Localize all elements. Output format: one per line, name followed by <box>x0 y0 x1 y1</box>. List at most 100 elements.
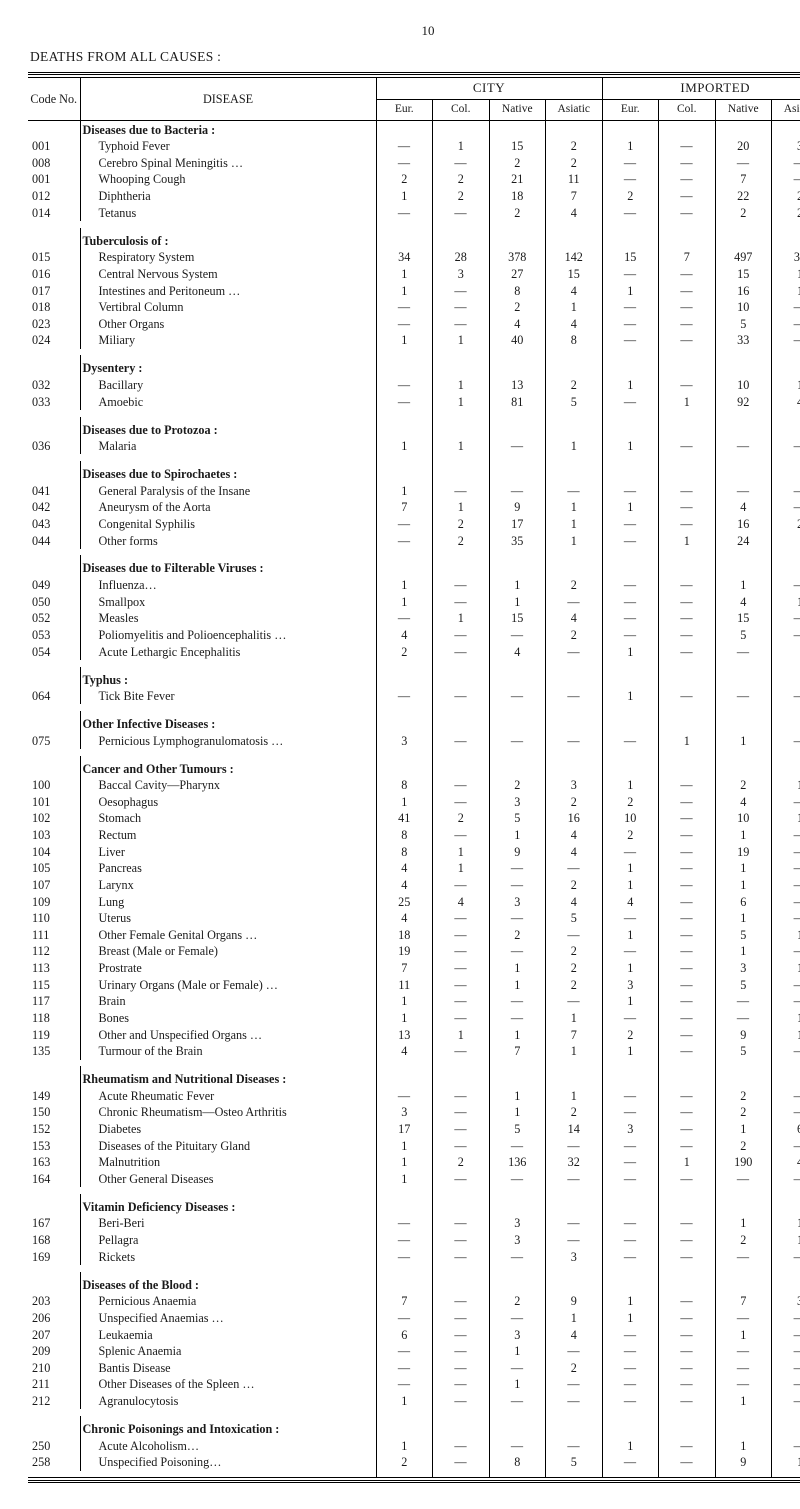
cell-imp-asiatic: — <box>772 482 800 499</box>
cell-imp-asiatic: 32 <box>772 249 800 266</box>
cell-imp-asiatic: — <box>772 910 800 927</box>
cell-city-col: 4 <box>433 893 490 910</box>
cell-imp-native: 2 <box>715 777 772 794</box>
section-cell <box>376 417 433 438</box>
cell-disease: Rickets <box>80 1248 376 1265</box>
cell-code: 054 <box>28 643 80 660</box>
cell-city-eur: 1 <box>376 1010 433 1027</box>
cell-disease: Oesophagus <box>80 794 376 811</box>
cell-city-asiatic: 4 <box>546 827 603 844</box>
cell-city-eur: 1 <box>376 1137 433 1154</box>
cell-city-native: 136 <box>489 1154 546 1171</box>
section-cell <box>376 355 433 376</box>
section-cell <box>433 1272 490 1293</box>
cell-code: 164 <box>28 1171 80 1188</box>
section-code <box>28 1272 80 1293</box>
cell-city-eur: — <box>376 138 433 155</box>
section-cell <box>433 417 490 438</box>
section-cell <box>772 228 800 249</box>
cell-city-native: 2 <box>489 204 546 221</box>
cell-imp-col: — <box>659 1454 716 1471</box>
table-row: 052 Measles—1154——15— <box>28 610 800 627</box>
cell-code: 050 <box>28 593 80 610</box>
cell-imp-asiatic: 1 <box>772 960 800 977</box>
cell-imp-eur: — <box>602 1010 659 1027</box>
cell-city-asiatic: 1 <box>546 1087 603 1104</box>
cell-imp-asiatic: — <box>772 499 800 516</box>
section-title: Typhus : <box>80 667 376 688</box>
spacer-row <box>28 454 800 461</box>
section-cell <box>715 120 772 138</box>
cell-city-col: 2 <box>433 810 490 827</box>
cell-disease: Bacillary <box>80 377 376 394</box>
spacer-row <box>28 410 800 417</box>
cell-city-col: — <box>433 1437 490 1454</box>
section-cell <box>602 1272 659 1293</box>
cell-imp-eur: 2 <box>602 827 659 844</box>
cell-city-col: — <box>433 777 490 794</box>
cell-imp-eur: 1 <box>602 960 659 977</box>
cell-imp-asiatic: 1 <box>772 1454 800 1471</box>
cell-code: 042 <box>28 499 80 516</box>
cell-disease: Pernicious Lymphogranulomatosis … <box>80 732 376 749</box>
cell-city-col: 2 <box>433 1154 490 1171</box>
table-row: 050 Smallpox1—1———41 <box>28 593 800 610</box>
cell-city-col: — <box>433 1293 490 1310</box>
cell-imp-asiatic: 1 <box>772 777 800 794</box>
cell-city-eur: 1 <box>376 282 433 299</box>
cell-disease: Pellagra <box>80 1232 376 1249</box>
cell-imp-col: — <box>659 1310 716 1327</box>
cell-city-asiatic: 1 <box>546 299 603 316</box>
cell-disease: Lung <box>80 893 376 910</box>
section-cell <box>772 667 800 688</box>
cell-code: 258 <box>28 1454 80 1471</box>
section-cell <box>715 1066 772 1087</box>
col-group-city: CITY <box>376 78 602 99</box>
cell-code: 135 <box>28 1043 80 1060</box>
cell-imp-col: — <box>659 438 716 455</box>
section-code <box>28 120 80 138</box>
cell-city-native: 1 <box>489 827 546 844</box>
cell-city-eur: 19 <box>376 943 433 960</box>
cell-imp-native: 1 <box>715 577 772 594</box>
cell-imp-asiatic: — <box>772 893 800 910</box>
cell-city-col: — <box>433 993 490 1010</box>
cell-imp-eur: — <box>602 593 659 610</box>
section-cell <box>546 555 603 576</box>
col-city-col: Col. <box>433 100 490 120</box>
cell-city-asiatic: — <box>546 1343 603 1360</box>
cell-city-asiatic: 5 <box>546 910 603 927</box>
cell-imp-native: 19 <box>715 843 772 860</box>
cell-disease: Other forms <box>80 532 376 549</box>
cell-city-col: — <box>433 643 490 660</box>
cell-imp-col: — <box>659 877 716 894</box>
cell-city-col: 2 <box>433 188 490 205</box>
spacer-row <box>28 1060 800 1067</box>
section-cell <box>376 711 433 732</box>
cell-imp-asiatic: — <box>772 1310 800 1327</box>
cell-city-col: — <box>433 976 490 993</box>
spacer-row <box>28 1409 800 1416</box>
section-cell <box>772 756 800 777</box>
cell-imp-native: 1 <box>715 943 772 960</box>
cell-imp-eur: — <box>602 155 659 172</box>
cell-city-eur: 18 <box>376 927 433 944</box>
section-cell <box>546 228 603 249</box>
cell-code: 049 <box>28 577 80 594</box>
cell-city-asiatic: 2 <box>546 155 603 172</box>
table-row: 100 Baccal Cavity—Pharynx8—231—21 <box>28 777 800 794</box>
table-row: 150 Chronic Rheumatism—Osteo Arthritis3—… <box>28 1104 800 1121</box>
table-row: 049 Influenza…1—12——1— <box>28 577 800 594</box>
cell-imp-asiatic: — <box>772 1326 800 1343</box>
cell-city-native: — <box>489 993 546 1010</box>
cell-imp-native: 1 <box>715 860 772 877</box>
cell-city-eur: 7 <box>376 1293 433 1310</box>
cell-city-asiatic: — <box>546 482 603 499</box>
section-cell <box>546 1066 603 1087</box>
cell-city-col: — <box>433 1359 490 1376</box>
table-row: 113 Prostrate7—121—31 <box>28 960 800 977</box>
cell-disease: Other and Unspecified Organs … <box>80 1026 376 1043</box>
section-cell <box>772 1416 800 1437</box>
cell-city-eur: — <box>376 688 433 705</box>
section-cell <box>376 667 433 688</box>
